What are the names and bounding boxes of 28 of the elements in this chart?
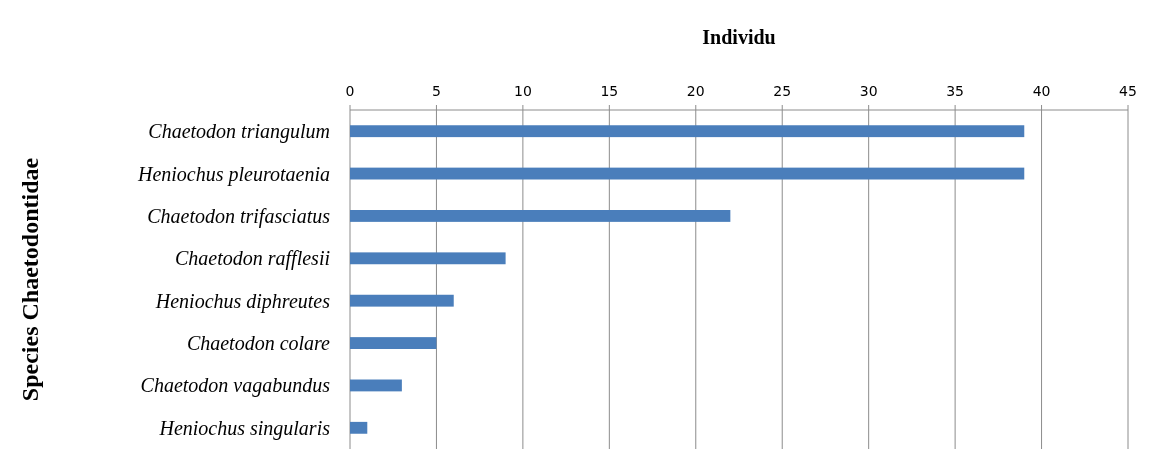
chart-title: Individu [702, 26, 776, 48]
x-tick-label: 0 [345, 83, 355, 99]
x-tick-label: 5 [431, 83, 441, 99]
y-axis-title: Species Chaetodontidae [17, 157, 43, 402]
y-tick-label: Heniochus diphreutes [154, 289, 331, 313]
y-tick-label: Heniochus pleurotaenia [136, 162, 330, 186]
bar [350, 210, 731, 222]
x-tick-label: 35 [946, 83, 965, 99]
bar [350, 252, 506, 265]
x-tick-label: 30 [859, 83, 878, 99]
bar [350, 337, 437, 349]
x-tick-label: 25 [773, 83, 792, 99]
y-tick-label: Chaetodon triangulum [148, 120, 330, 144]
x-tick-label: 10 [513, 83, 532, 99]
bar [350, 125, 1025, 138]
bar [350, 379, 402, 392]
y-tick-label: Chaetodon trifasciatus [147, 204, 331, 228]
x-tick-label: 15 [600, 83, 619, 99]
x-tick-label: 45 [1119, 83, 1137, 99]
y-tick-label: Heniochus singularis [158, 416, 331, 440]
bar [350, 421, 368, 434]
x-tick-label: 20 [686, 83, 705, 99]
bar [350, 294, 454, 307]
x-tick-label: 40 [1032, 83, 1051, 99]
bar [350, 167, 1025, 180]
y-tick-label: Chaetodon colare [186, 332, 331, 355]
y-tick-label: Chaetodon vagabundus [140, 374, 331, 398]
y-tick-label: Chaetodon rafflesii [175, 247, 330, 271]
